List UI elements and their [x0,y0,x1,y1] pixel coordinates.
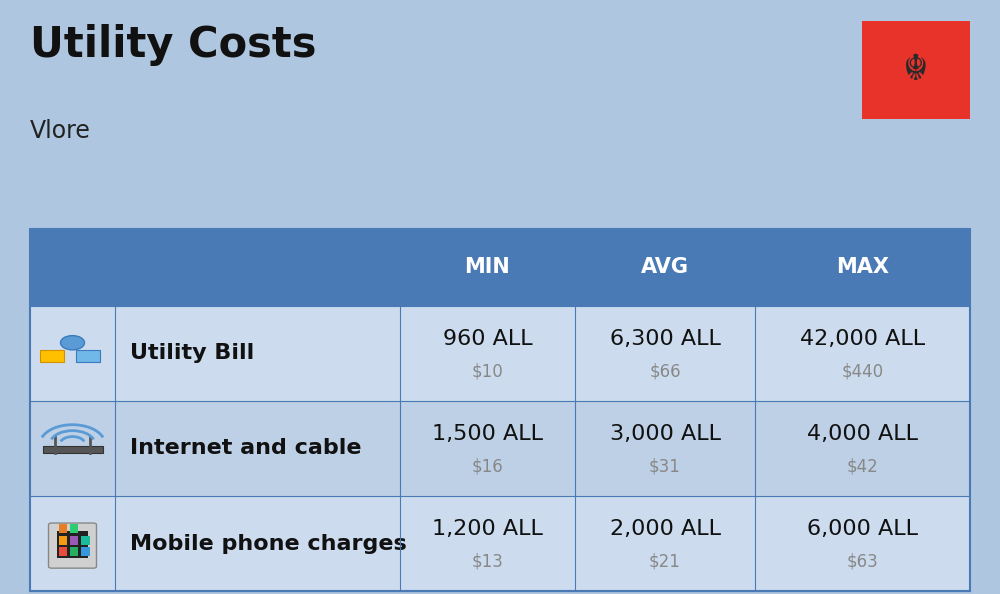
Text: $42: $42 [847,457,878,475]
Bar [81,547,90,556]
Text: ☬: ☬ [903,53,929,87]
Bar [70,547,78,556]
Bar [30,496,970,591]
Text: Vlore: Vlore [30,119,91,143]
Bar [30,229,970,306]
Text: $31: $31 [649,457,681,475]
Bar [862,21,970,119]
Text: $16: $16 [472,457,503,475]
Bar [30,306,970,401]
Text: 6,300 ALL: 6,300 ALL [610,328,720,349]
Bar [70,525,78,533]
Bar [30,229,970,591]
Text: $10: $10 [472,362,503,380]
Text: $21: $21 [649,552,681,570]
Bar [43,446,103,453]
Bar [76,350,100,362]
Text: 4,000 ALL: 4,000 ALL [807,424,918,444]
Text: Utility Bill: Utility Bill [130,343,254,364]
FancyBboxPatch shape [48,523,96,568]
Text: $440: $440 [841,362,884,380]
Text: 42,000 ALL: 42,000 ALL [800,328,925,349]
Text: Internet and cable: Internet and cable [130,438,362,459]
Text: Utility Costs: Utility Costs [30,24,316,66]
Circle shape [61,336,85,350]
Text: Mobile phone charges: Mobile phone charges [130,533,407,554]
Bar [59,525,67,533]
Bar [57,531,88,558]
Bar [81,536,90,545]
Text: MIN: MIN [465,257,510,277]
Text: 2,000 ALL: 2,000 ALL [610,519,720,539]
Text: $63: $63 [847,552,878,570]
Text: $13: $13 [472,552,503,570]
Text: 960 ALL: 960 ALL [443,328,532,349]
Text: MAX: MAX [836,257,889,277]
Bar [70,536,78,545]
Bar [59,536,67,545]
Text: 1,200 ALL: 1,200 ALL [432,519,543,539]
Bar [40,350,64,362]
Text: 3,000 ALL: 3,000 ALL [610,424,720,444]
Text: AVG: AVG [641,257,689,277]
Bar [30,401,970,496]
Bar [59,547,67,556]
Text: 1,500 ALL: 1,500 ALL [432,424,543,444]
Text: 6,000 ALL: 6,000 ALL [807,519,918,539]
Text: $66: $66 [649,362,681,380]
